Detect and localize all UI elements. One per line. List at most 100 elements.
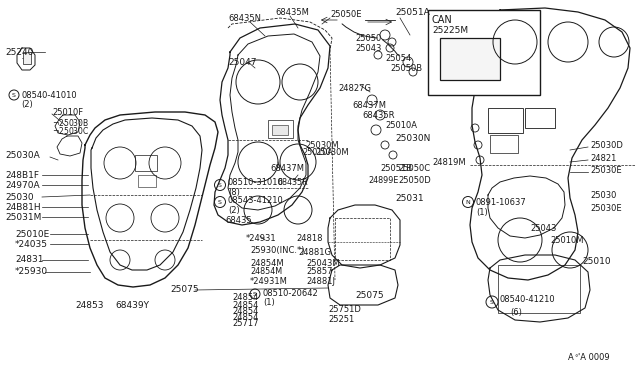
Text: 24970A: 24970A [5,180,40,189]
Text: 25030M: 25030M [315,148,349,157]
Text: 24854: 24854 [232,294,259,302]
Bar [428,10,540,95]
Text: S: S [253,292,257,296]
Text: (8): (8) [228,187,240,196]
Text: 25751D: 25751D [328,305,361,314]
Text: 25030M: 25030M [305,141,339,150]
Text: 24854: 24854 [232,308,259,317]
Text: 68435N: 68435N [228,13,261,22]
Text: A: A [568,353,573,362]
Bar [440,38,500,80]
Text: 08510-31010: 08510-31010 [228,177,284,186]
Text: 25043M: 25043M [306,259,340,267]
Text: (1): (1) [476,208,488,217]
Text: $\neg$25030C: $\neg$25030C [52,125,90,135]
Text: *24035: *24035 [15,240,48,248]
Text: 0891-10637: 0891-10637 [476,198,527,206]
Text: 25075: 25075 [355,291,383,299]
Text: 25050B: 25050B [390,64,422,73]
Text: 68439Y: 68439Y [115,301,149,311]
Text: *25930: *25930 [15,267,48,276]
Text: 25010E: 25010E [15,230,49,238]
Text: 25030A: 25030A [5,151,40,160]
Text: 25075: 25075 [170,285,198,295]
Text: °: ° [574,355,577,361]
Text: 24854: 24854 [232,301,259,311]
Text: 25043: 25043 [355,44,381,52]
Text: 25030E: 25030E [590,203,621,212]
Bar [23,52,31,64]
Text: 25031: 25031 [395,193,424,202]
Text: CAN: CAN [432,15,452,25]
Text: 24854: 24854 [232,314,259,323]
Bar [272,125,288,135]
Text: 68435R: 68435R [362,110,394,119]
Text: 25857: 25857 [306,267,333,276]
Text: 25251: 25251 [328,315,355,324]
Text: 25010A: 25010A [385,121,417,129]
Text: 25051A: 25051A [395,7,429,16]
Text: 24899E: 24899E [368,176,398,185]
Text: 68437M: 68437M [352,100,386,109]
Text: S: S [218,183,222,187]
Text: 24881J: 24881J [306,278,335,286]
Text: 25240: 25240 [5,48,33,57]
Text: 24B81H: 24B81H [5,202,40,212]
Text: 25010M: 25010M [550,235,584,244]
Text: 25047: 25047 [228,58,257,67]
Text: 25010: 25010 [582,257,611,266]
Text: S: S [12,93,16,97]
Text: 24854M: 24854M [250,259,284,267]
Text: 25030: 25030 [5,192,34,202]
Text: 24818: 24818 [296,234,323,243]
Text: 24881G: 24881G [298,247,331,257]
Text: 25031M: 25031M [5,212,42,221]
Text: 24854M: 24854M [250,267,282,276]
Text: 25030: 25030 [590,190,616,199]
Text: 08540-41010: 08540-41010 [21,90,77,99]
Bar [335,218,390,260]
Bar [135,155,157,171]
Text: 08540-41210: 08540-41210 [500,295,556,305]
Text: 68435R: 68435R [278,177,308,186]
Text: 08543-41210: 08543-41210 [228,196,284,205]
Text: S: S [218,199,222,205]
Text: 68435M: 68435M [275,7,309,16]
Text: 25050D: 25050D [398,176,431,185]
Text: 25930(INC.*): 25930(INC.*) [250,246,305,254]
Text: 25010A: 25010A [302,148,333,157]
Text: 24827G: 24827G [338,83,371,93]
Text: 25054: 25054 [385,54,412,62]
Bar [498,265,580,313]
Bar [488,108,523,133]
Text: 25050: 25050 [355,33,381,42]
Text: 24853: 24853 [75,301,104,311]
Text: 248B1F: 248B1F [5,170,39,180]
Text: 25050C: 25050C [398,164,430,173]
Text: 25225M: 25225M [432,26,468,35]
Text: 'A 0009: 'A 0009 [578,353,610,362]
Text: S: S [490,299,494,305]
Text: 25030N: 25030N [395,134,430,142]
Text: 24821: 24821 [590,154,616,163]
Text: N: N [466,199,470,205]
Text: (1): (1) [263,298,275,307]
Text: 25717: 25717 [232,320,259,328]
Text: 25010F: 25010F [52,108,83,116]
Bar [490,135,518,153]
Text: 24831: 24831 [15,256,44,264]
Bar [525,108,555,128]
Text: *24931: *24931 [246,234,276,243]
Text: 25050E: 25050E [330,10,362,19]
Text: 24819M: 24819M [432,157,466,167]
Text: 25030D: 25030D [590,141,623,150]
Bar [268,120,293,138]
Text: 08510-20642: 08510-20642 [263,289,319,298]
Text: 25030E: 25030E [590,166,621,174]
Text: 25043: 25043 [530,224,556,232]
Text: 68437M: 68437M [270,164,304,173]
Text: *24931M: *24931M [250,278,288,286]
Text: 25051B: 25051B [380,164,412,173]
Bar [138,175,156,187]
Text: 68435: 68435 [225,215,252,224]
